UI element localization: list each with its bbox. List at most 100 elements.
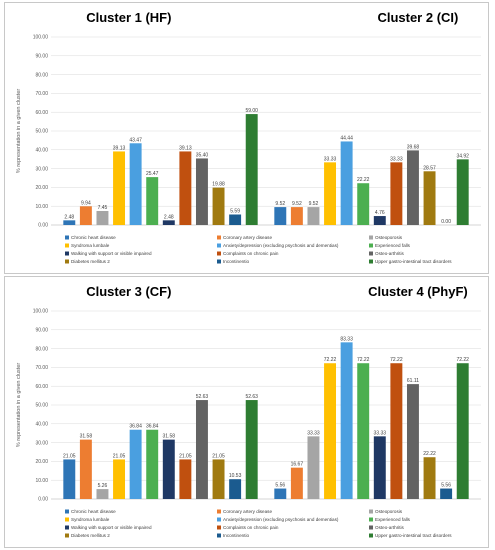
legend-swatch <box>217 517 221 522</box>
y-tick-label: 50.00 <box>35 129 48 135</box>
y-tick-label: 50.00 <box>35 403 48 409</box>
legend-swatch <box>217 525 221 530</box>
bar-upper-gastro-intestinal-tract-disorders <box>456 159 469 225</box>
legend-item-label: Walking with support or visible impaired <box>71 251 152 256</box>
bar-value-label: 9.52 <box>309 201 319 207</box>
bar-chronic-heart-disease <box>63 459 76 499</box>
bar-walking-with-support-or-visible-impaired <box>373 216 386 225</box>
y-tick-label: 100.00 <box>33 35 49 41</box>
bar-value-label: 21.05 <box>179 453 192 459</box>
y-tick-label: 0.00 <box>38 497 48 503</box>
legend-swatch <box>65 259 69 264</box>
bar-value-label: 2.48 <box>164 214 174 220</box>
bar-value-label: 22.22 <box>357 177 370 183</box>
legend-item-label: Anxiety/depression (excluding psychosis … <box>223 243 339 248</box>
legend-item-label: Incontinentio <box>223 259 249 264</box>
legend-swatch <box>217 243 221 248</box>
bar-value-label: 5.56 <box>275 483 285 489</box>
bar-value-label: 33.33 <box>374 430 387 436</box>
bar-value-label: 35.40 <box>196 152 209 158</box>
y-axis-label: % representation in a given cluster <box>16 363 22 448</box>
chart-title: Cluster 2 (CI) <box>377 10 458 25</box>
legend-swatch <box>217 259 221 264</box>
bar-value-label: 31.58 <box>163 434 176 440</box>
legend-item-label: Anxiety/depression (excluding psychosis … <box>223 517 339 522</box>
legend-swatch <box>217 533 221 538</box>
bar-diabetes-mellitus-2 <box>212 459 225 499</box>
legend-item-label: Coronary artery disease <box>223 509 272 514</box>
y-tick-label: 90.00 <box>35 54 48 60</box>
bar-value-label: 21.05 <box>63 453 76 459</box>
bar-osteoporosis <box>96 489 109 499</box>
legend-item-label: Walking with support or visible impaired <box>71 525 152 530</box>
bar-value-label: 83.33 <box>340 336 353 342</box>
bar-coronary-artery-disease <box>290 207 303 225</box>
y-tick-label: 30.00 <box>35 440 48 446</box>
legend-item-label: Syndroma lumbale <box>71 243 110 248</box>
y-tick-label: 60.00 <box>35 110 48 116</box>
bar-osteoporosis <box>307 207 320 225</box>
bar-value-label: 21.05 <box>212 453 225 459</box>
bar-value-label: 5.56 <box>441 483 451 489</box>
bar-osteo-arthritis <box>195 400 208 499</box>
bar-value-label: 25.47 <box>146 171 159 177</box>
bar-diabetes-mellitus-2 <box>423 171 436 225</box>
y-tick-label: 90.00 <box>35 328 48 334</box>
bar-osteo-arthritis <box>406 150 419 225</box>
bar-value-label: 33.33 <box>307 430 320 436</box>
legend-item-label: Syndroma lumbale <box>71 517 110 522</box>
bar-value-label: 2.48 <box>64 214 74 220</box>
y-tick-label: 80.00 <box>35 72 48 78</box>
bar-complaints-on-chronic-pain <box>390 162 403 225</box>
bar-value-label: 36.84 <box>146 424 159 430</box>
bar-value-label: 44.44 <box>340 135 353 141</box>
chart-panel-top: 0.00 10.00 20.00 30.00 40.00 50.00 60.00 70.00 8… <box>4 2 489 274</box>
legend-item-label: Upper gastro-intestinal tract disorders <box>375 259 452 264</box>
bar-upper-gastro-intestinal-tract-disorders <box>245 114 258 225</box>
bar-walking-with-support-or-visible-impaired <box>373 436 386 499</box>
legend-item-label: Chronic heart disease <box>71 509 116 514</box>
legend-swatch <box>369 235 373 240</box>
bar-anxiety-depression-excluding-psychosis-and-dementias <box>340 141 353 225</box>
legend-item-label: Complaints on chronic pain <box>223 251 279 256</box>
chart-title: Cluster 1 (HF) <box>86 10 171 25</box>
bar-value-label: 72.22 <box>390 357 403 363</box>
bar-experienced-falls <box>357 183 370 225</box>
bar-anxiety-depression-excluding-psychosis-and-dementias <box>129 143 142 225</box>
bar-value-label: 7.45 <box>98 205 108 211</box>
bar-incontinentio <box>229 479 242 499</box>
legend-item-label: Coronary artery disease <box>223 235 272 240</box>
bar-diabetes-mellitus-2 <box>212 187 225 225</box>
y-tick-label: 30.00 <box>35 166 48 172</box>
bar-upper-gastro-intestinal-tract-disorders <box>456 363 469 499</box>
bar-chronic-heart-disease <box>63 220 76 225</box>
bar-value-label: 36.84 <box>129 424 142 430</box>
legend-swatch <box>65 243 69 248</box>
y-tick-label: 10.00 <box>35 204 48 210</box>
legend-item-label: Osteoporosis <box>375 509 403 514</box>
bar-chronic-heart-disease <box>274 488 287 499</box>
y-tick-label: 100.00 <box>33 309 49 315</box>
bar-value-label: 21.05 <box>113 453 126 459</box>
bar-walking-with-support-or-visible-impaired <box>162 220 175 225</box>
bar-value-label: 39.68 <box>407 144 420 150</box>
bar-value-label: 39.13 <box>179 145 192 151</box>
bar-value-label: 31.58 <box>80 434 93 440</box>
bar-value-label: 22.22 <box>423 451 436 457</box>
legend-swatch <box>369 525 373 530</box>
legend-item-label: Chronic heart disease <box>71 235 116 240</box>
bar-syndroma-lumbale <box>324 363 337 499</box>
legend-item-label: Incontinentio <box>223 533 249 538</box>
legend-swatch <box>65 525 69 530</box>
bar-value-label: 28.57 <box>423 165 436 171</box>
bar-complaints-on-chronic-pain <box>179 459 192 499</box>
bar-experienced-falls <box>146 177 159 225</box>
bar-complaints-on-chronic-pain <box>390 363 403 499</box>
y-tick-label: 70.00 <box>35 365 48 371</box>
bar-walking-with-support-or-visible-impaired <box>162 439 175 499</box>
bar-coronary-artery-disease <box>290 467 303 499</box>
bar-value-label: 52.63 <box>245 394 258 400</box>
y-axis-label: % representation in a given cluster <box>16 89 22 174</box>
legend-item-label: Osteo-arthritis <box>375 525 405 530</box>
legend-item-label: Upper gastro-intestinal tract disorders <box>375 533 452 538</box>
